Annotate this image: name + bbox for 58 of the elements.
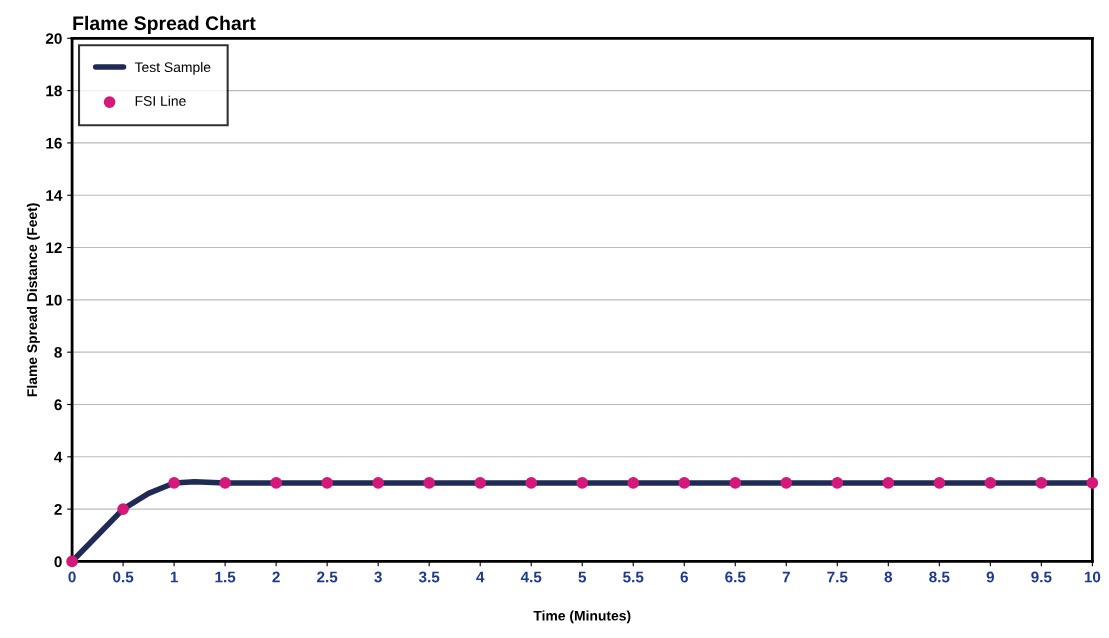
point [219,477,231,489]
x-tick-label: 2 [272,571,280,583]
point [729,477,742,489]
x-tick-label: 6 [680,571,688,583]
point [270,477,282,489]
y-tick-label: 12 [46,242,62,254]
point [117,503,129,515]
y-tick-label: 10 [46,294,62,306]
y-tick-label: 20 [45,33,62,44]
point [168,477,180,489]
point [525,477,538,489]
x-tick-label: 5 [578,571,587,583]
y-tick-label: 2 [54,503,62,515]
point [1086,477,1099,489]
y-tick-label: 6 [54,399,62,411]
y-axis-title: Flame Spread Distance (Feet) [26,203,40,397]
x-tick-label: 6.5 [725,571,746,583]
point [576,477,589,489]
x-tick-label: 0 [68,571,76,583]
x-tick-label: 8.5 [929,571,950,583]
point [933,477,946,489]
x-tick-label: 10 [1084,571,1101,583]
x-tick-label: 8 [884,571,893,583]
x-tick-label: 7 [782,571,790,583]
point [423,477,436,489]
y-tick-label: 14 [46,190,63,201]
point [984,477,997,489]
x-tick-label: 9.5 [1031,571,1052,583]
point [627,477,640,489]
chart-title: Flame Spread Chart [73,15,256,34]
x-tick-label: 1 [170,571,178,583]
y-tick-label: 0 [54,556,62,568]
point [372,477,385,489]
x-axis-title: Time (Minutes) [533,610,631,624]
y-tick-label: 18 [46,85,62,97]
x-tick-label: 0.5 [113,571,134,583]
point [66,555,78,568]
point [321,477,334,489]
y-tick-label: 16 [46,137,62,149]
x-tick-label: 4 [476,571,485,583]
y-tick-label: 4 [54,451,63,463]
x-tick-label: 2.5 [317,571,338,583]
x-tick-label: 3.5 [418,571,440,583]
x-tick-label: 4.5 [520,571,542,583]
x-tick-label: 9 [986,571,995,583]
x-tick-label: 3 [374,571,382,583]
legend-label: Test Sample [134,61,211,75]
x-tick-label: 1.5 [215,571,236,583]
point [474,477,487,489]
point [780,477,793,489]
point [1035,477,1048,489]
point [882,477,895,489]
y-tick-label: 8 [54,347,62,358]
point [678,477,691,489]
x-tick-label: 5.5 [623,571,644,583]
point [831,477,844,489]
legend-label: FSI Line [135,95,186,106]
x-tick-label: 7.5 [827,571,848,583]
